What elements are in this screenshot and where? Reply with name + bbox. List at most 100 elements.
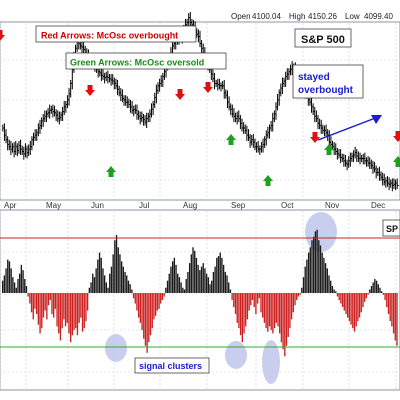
oscillator-bar	[290, 293, 293, 320]
oscillator-bar	[379, 287, 381, 293]
oscillator-bar	[270, 293, 272, 330]
oscillator-bar	[396, 293, 398, 346]
oscillator-series	[2, 229, 398, 357]
oscillator-bar	[41, 293, 43, 329]
oscillator-bar	[81, 293, 84, 332]
oscillator-bar	[76, 293, 79, 336]
oscillator-bar	[86, 293, 89, 311]
oscillator-bar	[139, 293, 142, 323]
oscillator-bar	[243, 293, 245, 334]
oscillator-bar	[263, 293, 266, 323]
oscillator-bar	[239, 293, 242, 336]
oscillator-bar	[10, 268, 12, 293]
oscillator-bar	[80, 293, 82, 318]
x-tick-label: Oct	[281, 201, 294, 210]
oscillator-bar	[387, 293, 390, 315]
oscillator-bar	[75, 293, 77, 329]
oscillator-bar	[258, 293, 260, 299]
oscillator-bar	[34, 293, 36, 309]
oscillator-bar	[88, 287, 91, 293]
oscillator-bar	[30, 293, 33, 313]
oscillator-bar	[93, 277, 96, 293]
sp500-label: S&P 500	[301, 34, 345, 46]
oscillator-bar	[63, 293, 65, 320]
oscillator-bar	[183, 289, 186, 293]
oscillator-bar	[357, 293, 359, 322]
oscillator-bar	[321, 252, 323, 293]
oscillator-bar	[222, 264, 225, 293]
oscillator-bar	[391, 293, 393, 327]
oscillator-bar	[340, 293, 342, 304]
oscillator-bar	[144, 293, 147, 346]
oscillator-bar	[158, 293, 160, 309]
oscillator-bar	[307, 252, 310, 293]
oscillator-bar	[348, 293, 351, 322]
red-overbought-arrow	[203, 82, 213, 93]
oscillator-bar	[330, 280, 332, 293]
red-overbought-arrow	[310, 132, 320, 143]
oscillator-bar	[292, 293, 294, 313]
oscillator-bar	[192, 247, 194, 293]
red-overbought-arrow	[393, 131, 400, 142]
oscillator-bar	[78, 293, 80, 323]
oscillator-bar	[273, 293, 276, 329]
oscillator-bar	[338, 293, 340, 301]
oscillator-bar	[92, 273, 94, 293]
oscillator-bar	[194, 250, 196, 293]
oscillator-bar	[323, 257, 325, 293]
green-oversold-arrow	[226, 134, 236, 145]
oscillator-bar	[56, 293, 58, 327]
signal-cluster-highlight	[105, 334, 127, 362]
oscillator-bar	[131, 289, 133, 293]
oscillator-bar	[324, 263, 327, 293]
oscillator-bar	[207, 277, 209, 293]
oscillator-bar	[318, 240, 320, 293]
oscillator-bar	[124, 271, 126, 293]
oscillator-bar	[148, 293, 150, 343]
oscillator-bar	[214, 266, 216, 293]
green-oversold-arrow	[393, 156, 400, 167]
oscillator-bar	[105, 282, 108, 293]
oscillator-bar	[51, 293, 53, 315]
oscillator-bar	[251, 293, 254, 301]
x-tick-label: Aug	[183, 201, 197, 210]
oscillator-bar	[245, 293, 247, 327]
oscillator-bar	[8, 261, 11, 293]
oscillator-bar	[299, 293, 301, 295]
red-arrows-note: Red Arrows: McOsc overbought	[41, 31, 178, 41]
header-open-label: Open	[231, 12, 251, 21]
oscillator-bar	[228, 282, 230, 293]
signal-cluster-highlights	[105, 212, 337, 384]
oscillator-bar	[316, 229, 318, 293]
x-tick-label: Apr	[4, 201, 17, 210]
oscillator-bar	[15, 287, 17, 293]
oscillator-bar	[289, 293, 291, 329]
oscillator-bar	[238, 293, 240, 329]
oscillator-bar	[229, 289, 232, 293]
oscillator-bar	[253, 293, 255, 308]
oscillator-bar	[209, 284, 211, 293]
oscillator-bar	[160, 293, 162, 304]
oscillator-bar	[182, 287, 184, 293]
oscillator-bar	[199, 270, 201, 293]
oscillator-bar	[272, 293, 274, 334]
oscillator-bar	[2, 280, 4, 293]
oscillator-bar	[347, 293, 349, 318]
oscillator-bar	[236, 293, 238, 323]
green-oversold-arrow	[324, 144, 334, 155]
signal-clusters-label: signal clusters	[139, 361, 202, 371]
oscillator-bar	[71, 293, 74, 336]
oscillator-bar	[358, 293, 361, 318]
sp500-label-box	[294, 28, 352, 48]
oscillator-bar	[3, 275, 6, 293]
oscillator-bar	[115, 234, 118, 293]
oscillator-bar	[233, 293, 235, 308]
oscillator-bar	[217, 256, 220, 293]
oscillator-bar	[302, 277, 305, 293]
oscillator-bar	[221, 257, 223, 293]
oscillator-bar	[163, 293, 165, 297]
oscillator-bar	[360, 293, 362, 313]
oscillator-bar	[205, 273, 208, 293]
oscillator-bar	[47, 293, 50, 306]
oscillator-bar	[204, 268, 206, 293]
